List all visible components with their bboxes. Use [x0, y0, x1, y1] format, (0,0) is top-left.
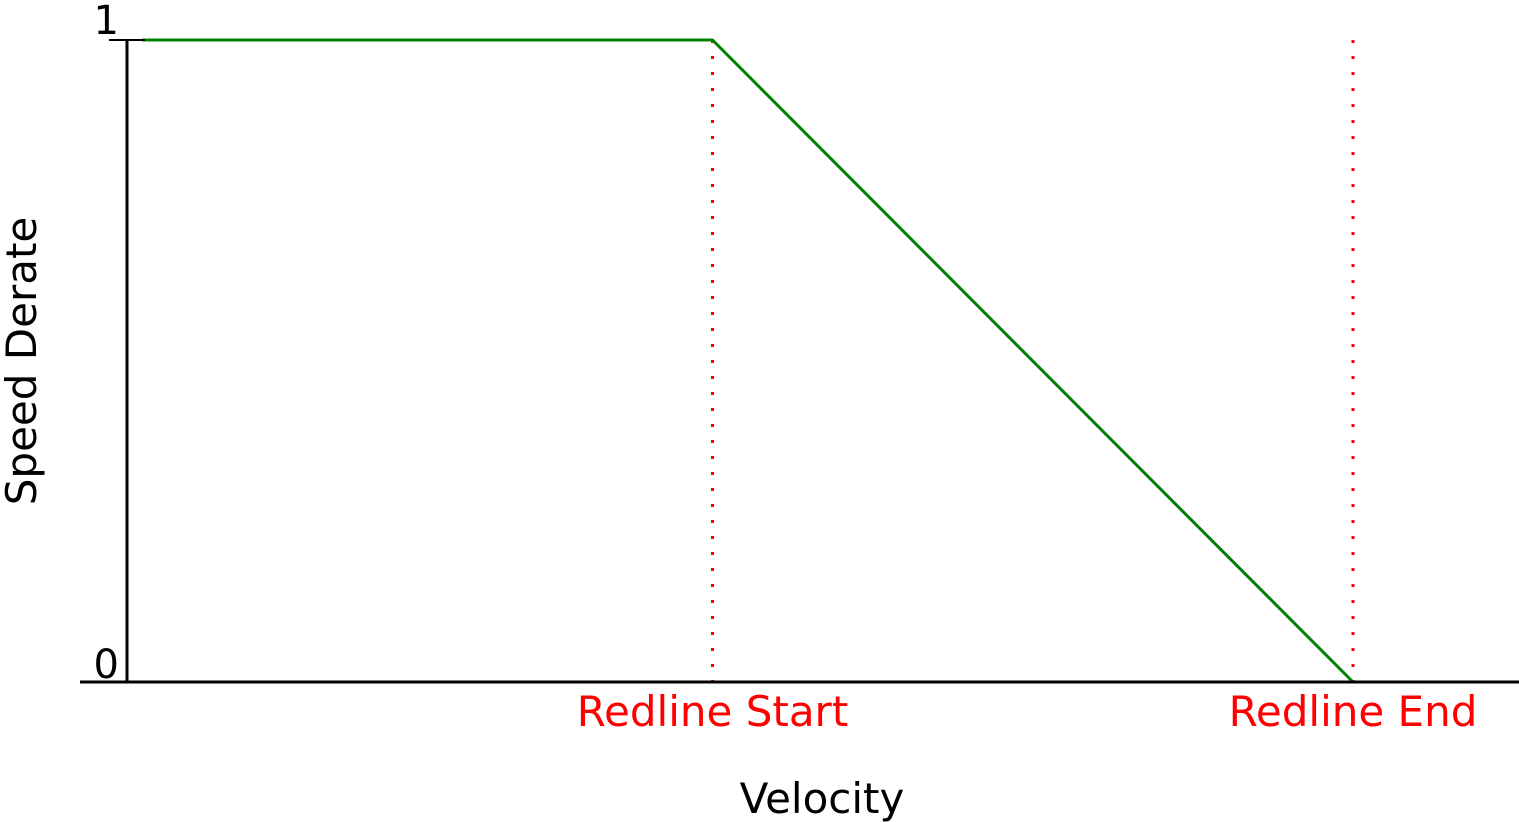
series-layer: [142, 38, 1519, 684]
redline-marker-labels: Redline Start Redline End: [577, 687, 1478, 736]
y-tick-label: 1: [94, 0, 119, 44]
redline-marker-label: Redline End: [1229, 687, 1478, 736]
x-axis-label: Velocity: [740, 774, 905, 822]
y-tick-label: 0: [94, 642, 119, 688]
y-axis-ticks: 01: [94, 0, 145, 688]
axes: [80, 40, 1519, 684]
y-axis-label: Speed Derate: [0, 217, 46, 506]
speed-derate-line: [142, 38, 1519, 684]
redline-marker-label: Redline Start: [577, 687, 849, 736]
redline-marker-lines: [711, 40, 1355, 682]
